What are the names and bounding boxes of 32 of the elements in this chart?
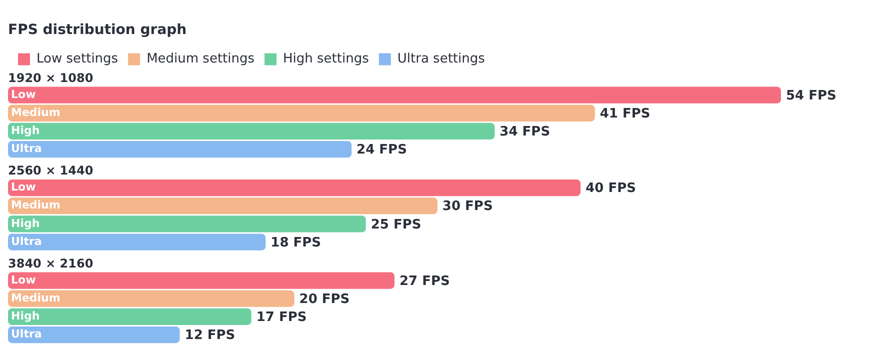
data-label: 18 FPS (270, 235, 322, 250)
legend-label: Medium settings (146, 52, 255, 67)
data-label: 40 FPS (586, 181, 636, 196)
annotation: Ultra (11, 142, 42, 156)
text: Ultra (11, 328, 42, 341)
annotation: High (11, 124, 40, 138)
data-label: 54 FPS (786, 88, 836, 104)
data-label: 34 FPS (500, 124, 550, 140)
text: Ultra (11, 234, 42, 248)
text: Low (11, 180, 36, 194)
text: Medium (11, 291, 60, 304)
chart-title: FPS distribution graph (8, 22, 187, 38)
data-label: 41 FPS (600, 106, 650, 122)
text: High (11, 310, 40, 323)
data-label: 27 FPS (399, 274, 450, 289)
data-label: 12 FPS (184, 328, 236, 344)
annotation: Low (11, 88, 36, 101)
y-tick-label: 3840 × 2160 (8, 256, 94, 270)
y-tick-label: 2560 × 1440 (8, 164, 94, 178)
legend-label: Ultra settings (397, 52, 486, 67)
annotation: Medium (11, 106, 60, 119)
data-label: 30 FPS (442, 199, 493, 214)
text: Low (11, 273, 36, 286)
legend-label: High settings (283, 52, 370, 67)
legend-label: Low settings (36, 52, 118, 67)
data-label: 25 FPS (370, 217, 422, 232)
text: Medium (11, 198, 60, 212)
data-label: 20 FPS (299, 292, 350, 307)
y-tick-label: 1920 × 1080 (8, 70, 94, 85)
data-label: 17 FPS (256, 310, 307, 326)
data-label: 24 FPS (356, 142, 407, 158)
text: High (11, 216, 40, 230)
